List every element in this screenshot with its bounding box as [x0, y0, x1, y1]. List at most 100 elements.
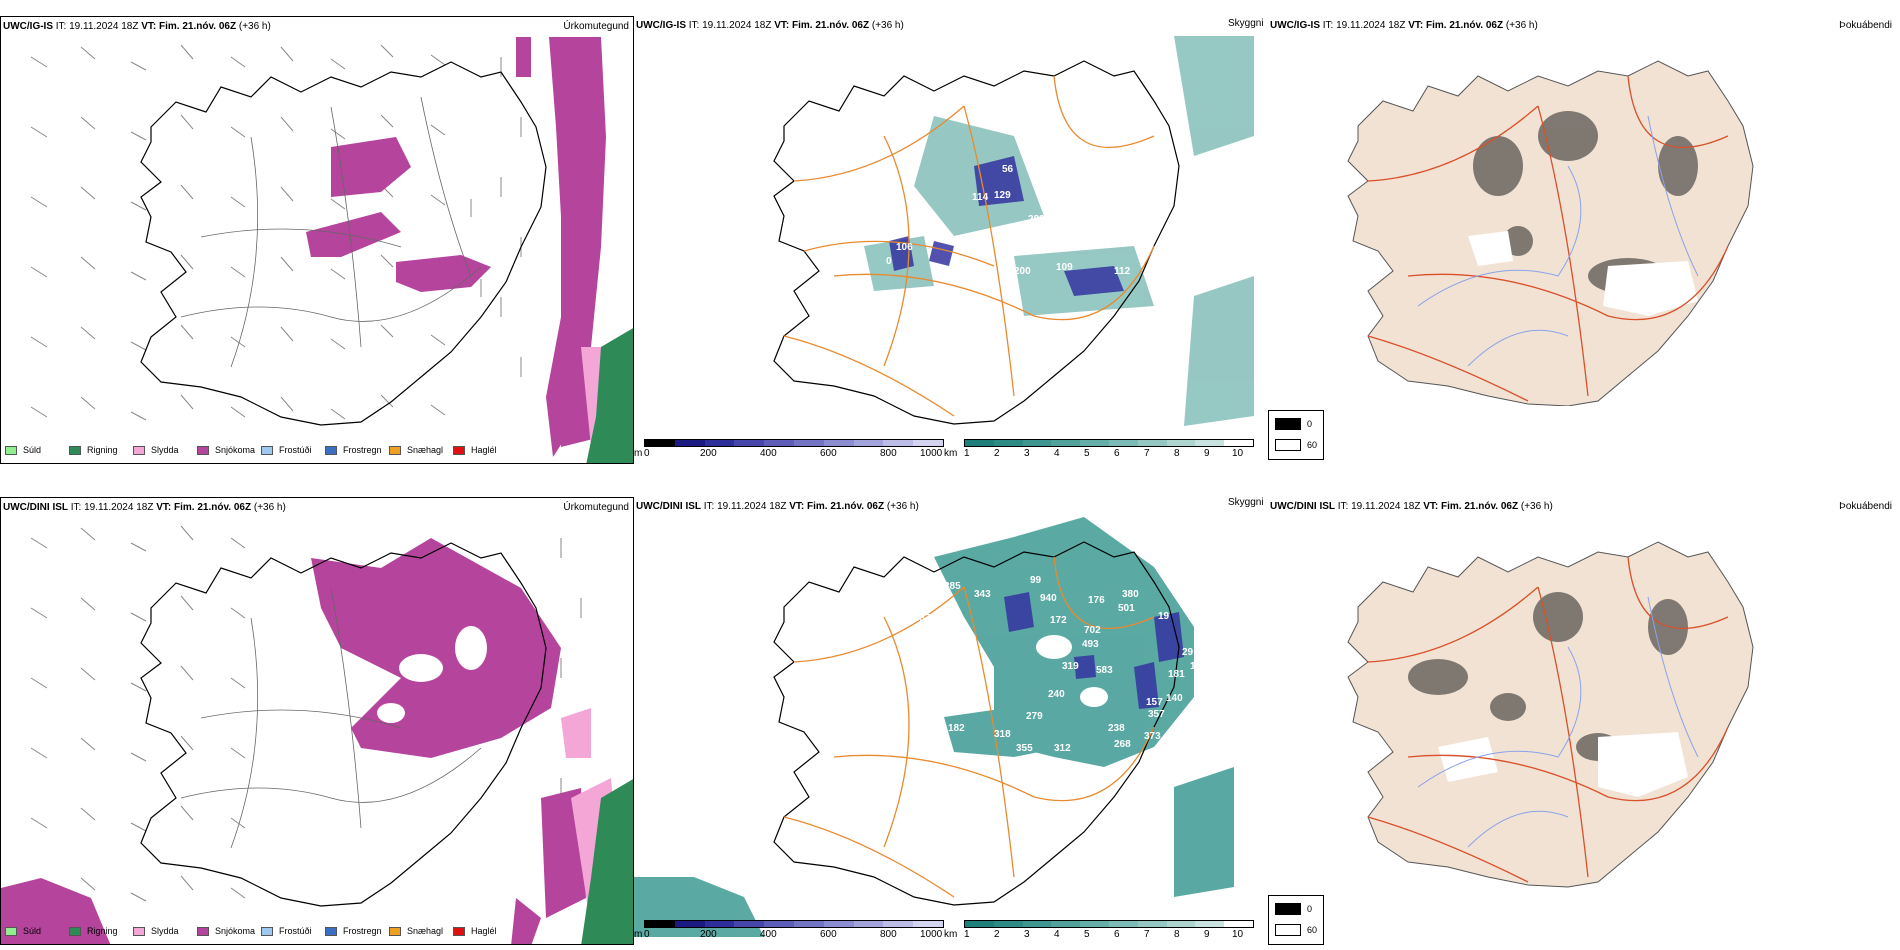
fog-legend-bottom: 0 60	[1268, 895, 1324, 945]
legend-item-hail: Haglél	[453, 926, 515, 936]
precip-map-bottom	[1, 525, 633, 944]
cloud-label: 238	[1108, 723, 1125, 734]
fog-rivers	[1417, 115, 1699, 367]
panel-title-row1-p2: UWC/IG-IS IT: 19.11.2024 18Z VT: Fim. 21…	[636, 20, 904, 31]
panel-title-row1-p3: UWC/IG-IS IT: 19.11.2024 18Z VT: Fim. 21…	[1270, 20, 1538, 31]
visibility-colorbar-top: km 1 2 3 4 5 6 7 8 9 10	[944, 439, 1254, 463]
iceland-outline	[140, 542, 547, 907]
cloud-label: 702	[1084, 625, 1101, 636]
legend-item-drizzle: Súld	[5, 445, 67, 455]
panel-title-row2-p3: UWC/DINI ISL IT: 19.11.2024 18Z VT: Fim.…	[1270, 501, 1553, 512]
iceland-outline	[773, 60, 1180, 425]
visibility-map-bottom: 285 343 99 940 176 380 501 637 254 172 7…	[634, 517, 1234, 937]
legend-item-snow: Snjókoma	[197, 445, 259, 455]
roads	[180, 587, 482, 849]
cloud-label: 637	[914, 613, 931, 624]
swatch	[197, 926, 209, 936]
cloudbase-tick: 800	[880, 448, 897, 459]
legend-item-freezing-drizzle: Frostúði	[261, 445, 323, 455]
fog-roads	[1367, 556, 1729, 883]
wind-barbs	[30, 44, 522, 421]
cloud-label: 10	[954, 238, 966, 249]
visibility-tick: 3	[1024, 929, 1030, 940]
iceland-outline	[140, 61, 547, 426]
visibility-tick: 6	[1114, 448, 1120, 459]
snow-areas	[306, 37, 606, 457]
panel-title-row1-p1: UWC/IG-IS IT: 19.11.2024 18Z VT: Fim. 21…	[3, 21, 271, 32]
precip-map-top	[30, 37, 633, 463]
cloud-label: 112	[1114, 266, 1131, 277]
cloudbase-tick: 600	[820, 448, 837, 459]
legend-item-rain: Rigning	[69, 926, 131, 936]
cloud-base-fields	[889, 156, 1124, 296]
cloudbase-tick: 0	[644, 448, 650, 459]
roads-orange	[783, 75, 1155, 417]
legend-item-drizzle: Súld	[5, 926, 67, 936]
visibility-map-top: 56 755 114 129 288 15 106 0 10 200 109 1…	[773, 36, 1254, 426]
precip-type-panel-top: UWC/IG-IS IT: 19.11.2024 18Z VT: Fim. 21…	[0, 16, 634, 464]
precip-legend-top: Súld Rigning Slydda Snjókoma Frostúði Fr…	[5, 445, 515, 455]
precip-legend-bottom: Súld Rigning Slydda Snjókoma Frostúði Fr…	[5, 926, 515, 936]
cloudbase-tick: 600	[820, 929, 837, 940]
visibility-tick: 7	[1144, 448, 1150, 459]
cloudbase-tick: 400	[760, 929, 777, 940]
fog-legend-label: 60	[1307, 440, 1318, 450]
legend-item-freezing-rain: Frostregn	[325, 926, 387, 936]
visibility-unit: km	[944, 448, 958, 459]
rain-areas	[586, 328, 633, 463]
cloudbase-tick: 1000	[920, 929, 943, 940]
cloud-label: 106	[896, 242, 913, 253]
swatch	[325, 445, 337, 455]
cloud-label: 312	[1054, 743, 1071, 754]
cloud-label: 501	[1118, 603, 1135, 614]
swatch	[69, 445, 81, 455]
visibility-tick: 10	[1232, 929, 1244, 940]
cloud-label: 19	[1158, 611, 1170, 622]
cloud-label: 357	[1148, 709, 1165, 720]
visibility-tick: 9	[1204, 929, 1210, 940]
fog-title: Þokuábendi	[1839, 501, 1892, 512]
panel-title-row2-p1: UWC/DINI ISL IT: 19.11.2024 18Z VT: Fim.…	[3, 502, 286, 513]
swatch	[261, 926, 273, 936]
cloud-base-fields	[1004, 592, 1184, 709]
visibility-tick: 8	[1174, 929, 1180, 940]
fog-swatch-black	[1275, 903, 1301, 915]
swatch	[389, 926, 401, 936]
fog-legend-top: 0 60	[1268, 410, 1324, 460]
cloudbase-tick: 200	[700, 929, 717, 940]
visibility-fields	[634, 517, 1234, 937]
cloud-label: 172	[1050, 615, 1067, 626]
cloud-label: 268	[1114, 739, 1131, 750]
cloud-label: 479	[1084, 693, 1101, 704]
legend-item-freezing-drizzle: Frostúði	[261, 926, 323, 936]
visibility-tick: 2	[994, 448, 1000, 459]
visibility-tick: 4	[1054, 448, 1060, 459]
cloud-label: 318	[994, 729, 1011, 740]
visibility-bar	[964, 439, 1254, 447]
cloudbase-tick: 800	[880, 929, 897, 940]
fog-rivers	[1417, 596, 1699, 848]
cloud-label: 279	[1026, 711, 1043, 722]
cloud-label: 755	[1032, 172, 1049, 183]
swatch	[197, 445, 209, 455]
cloudbase-unit: m	[634, 448, 643, 459]
cloud-base-labels-top: 56 755 114 129 288 15 106 0 10 200 109 1…	[886, 164, 1131, 277]
cloud-label: 56	[1002, 164, 1014, 175]
visibility-fields	[864, 36, 1254, 426]
cloud-label: 15	[1048, 214, 1060, 225]
roads	[180, 96, 482, 368]
rain-areas	[581, 779, 633, 944]
cloud-label: 181	[1168, 669, 1185, 680]
swatch	[5, 926, 17, 936]
visibility-tick: 1	[964, 929, 970, 940]
visibility-tick: 5	[1084, 929, 1090, 940]
fog-map-bottom	[1347, 541, 1754, 888]
fog-white-areas	[1468, 231, 1698, 316]
visibility-gaps	[1036, 635, 1108, 707]
visibility-unit: km	[944, 929, 958, 940]
cloud-label: 240	[1048, 689, 1065, 700]
legend-item-snow: Snjókoma	[197, 926, 259, 936]
swatch	[261, 445, 273, 455]
cloud-label: 53	[934, 637, 946, 648]
swatch	[453, 926, 465, 936]
